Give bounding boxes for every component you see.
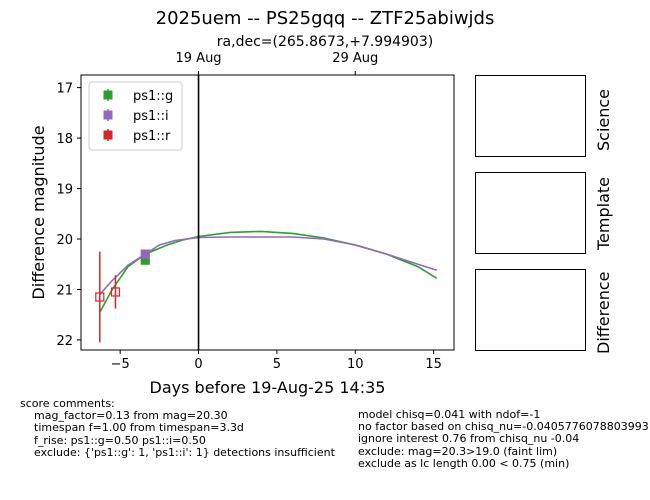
ra-dec-label: ra,dec=(265.8673,+7.994903) bbox=[216, 34, 434, 50]
legend-label: ps1::g bbox=[133, 89, 173, 104]
y-tick-label: 22 bbox=[56, 334, 73, 349]
y-tick-label: 18 bbox=[56, 132, 73, 147]
data-point bbox=[140, 249, 150, 259]
y-tick-label: 19 bbox=[56, 183, 73, 198]
model-note-line: ignore interest 0.76 from chisq_nu -0.04 bbox=[358, 432, 580, 446]
score-comment-line: mag_factor=0.13 from mag=20.30 bbox=[34, 409, 228, 423]
science-panel-label: Science bbox=[594, 88, 613, 151]
legend-label: ps1::r bbox=[133, 129, 171, 144]
score-comment-line: f_rise: ps1::g=0.50 ps1::i=0.50 bbox=[34, 433, 206, 447]
light-curve-chart: −5 0 5 10 15 17 18 19 20 21 22 19 Aug 29 Aug Days bef… bbox=[29, 51, 455, 397]
legend-marker bbox=[103, 110, 113, 120]
x-tick-label: 10 bbox=[347, 357, 364, 372]
x-axis-label: Days before 19-Aug-25 14:35 bbox=[150, 378, 386, 397]
model-note-line: model chisq=0.041 with ndof=-1 bbox=[358, 409, 541, 421]
x-tick-label: 15 bbox=[425, 357, 442, 372]
top-axis-label: 29 Aug bbox=[332, 51, 378, 66]
y-axis-label: Difference magnitude bbox=[29, 125, 48, 299]
model-curve-ps1--g bbox=[99, 230, 438, 313]
score-comment-line: timespan f=1.00 from timespan=3.3d bbox=[34, 421, 244, 435]
model-note-line: no factor based on chisq_nu=-0.040577607… bbox=[358, 420, 649, 434]
plot-frame bbox=[80, 74, 455, 351]
difference-image-panel bbox=[475, 269, 586, 351]
template-panel-label: Template bbox=[594, 176, 613, 250]
score-comment-line: exclude: {'ps1::g': 1, 'ps1::i': 1} dete… bbox=[34, 445, 335, 459]
legend-label: ps1::i bbox=[133, 109, 169, 124]
data-point bbox=[95, 292, 105, 302]
model-note-line: exclude: mag=20.3>19.0 (faint lim) bbox=[358, 444, 558, 458]
score-comments-heading: score comments: bbox=[20, 397, 115, 410]
difference-panel-label: Difference bbox=[594, 271, 613, 354]
page-title: 2025uem -- PS25gqq -- ZTF25abiwjds bbox=[155, 8, 495, 29]
x-tick-label: 5 bbox=[273, 357, 281, 372]
y-tick-label: 17 bbox=[56, 82, 73, 97]
legend-marker bbox=[103, 130, 113, 140]
x-tick-label: −5 bbox=[111, 357, 130, 372]
legend-marker bbox=[103, 90, 113, 100]
template-image-panel bbox=[475, 172, 586, 254]
top-axis-label: 19 Aug bbox=[176, 51, 222, 66]
x-tick-label: 0 bbox=[194, 357, 202, 372]
model-notes: model chisq=0.041 with ndof=-1 no factor… bbox=[358, 409, 650, 470]
data-point bbox=[110, 287, 121, 297]
score-comments: score comments: mag_factor=0.13 from mag… bbox=[20, 397, 335, 459]
science-image-panel bbox=[475, 75, 586, 157]
model-note-line: exclude as lc length 0.00 < 0.75 (min) bbox=[358, 456, 570, 470]
y-tick-label: 21 bbox=[56, 283, 73, 298]
y-tick-label: 20 bbox=[56, 233, 73, 248]
model-curve-ps1--i bbox=[99, 236, 438, 296]
